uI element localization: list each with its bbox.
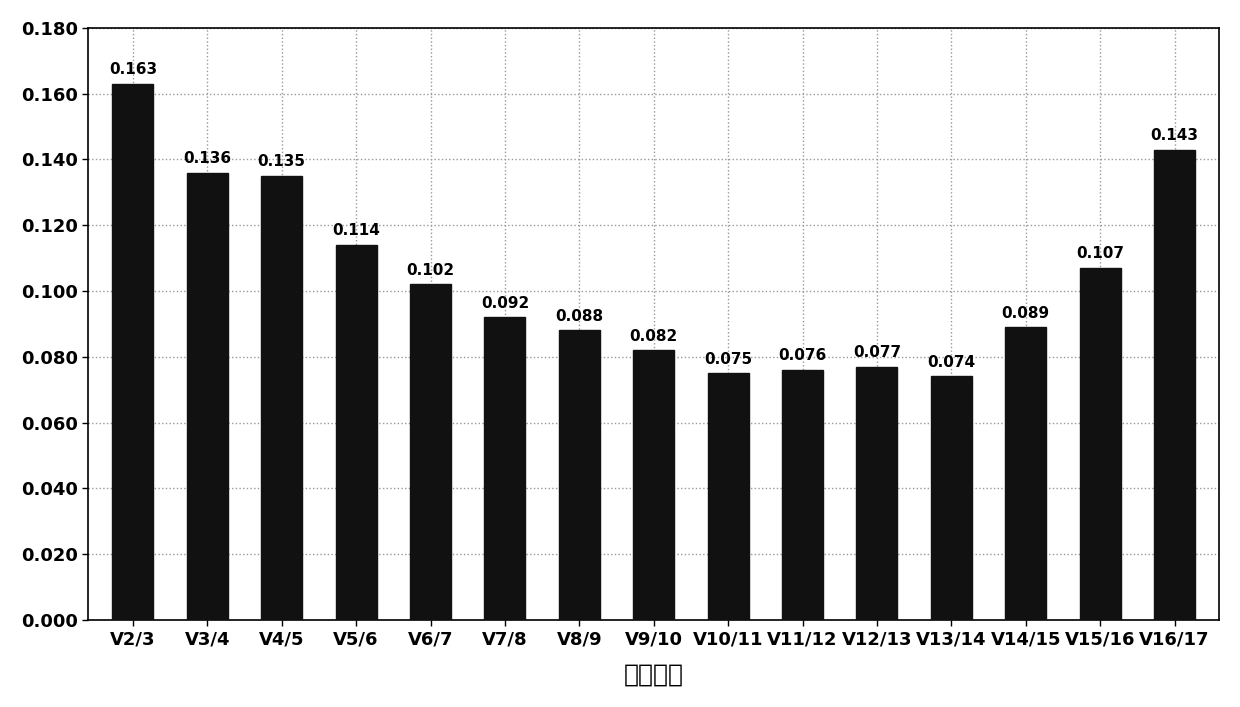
Bar [931,376,972,620]
Text: 0.143: 0.143 [1151,128,1199,143]
Text: 0.074: 0.074 [928,355,976,370]
Bar [1154,149,1195,620]
Text: 0.163: 0.163 [109,62,157,77]
Bar [708,373,749,620]
Bar [113,83,154,620]
Text: 0.102: 0.102 [407,263,455,278]
Bar [782,370,823,620]
Bar [1080,268,1121,620]
Text: 0.114: 0.114 [332,223,379,238]
Text: 0.107: 0.107 [1076,246,1125,262]
Text: 0.076: 0.076 [779,349,827,363]
Bar [410,284,451,620]
Bar [1006,327,1047,620]
Bar [634,350,675,620]
Text: 0.075: 0.075 [704,351,753,367]
Text: 0.136: 0.136 [184,151,232,166]
X-axis label: 成对变化: 成对变化 [624,662,683,686]
Text: 0.082: 0.082 [630,329,678,344]
Bar [336,245,377,620]
Bar [485,317,526,620]
Bar [187,173,228,620]
Text: 0.135: 0.135 [258,154,306,169]
Bar [857,367,898,620]
Bar [262,176,303,620]
Text: 0.092: 0.092 [481,296,529,310]
Bar [559,330,600,620]
Text: 0.088: 0.088 [556,309,604,324]
Text: 0.077: 0.077 [853,345,901,360]
Text: 0.089: 0.089 [1002,305,1050,320]
